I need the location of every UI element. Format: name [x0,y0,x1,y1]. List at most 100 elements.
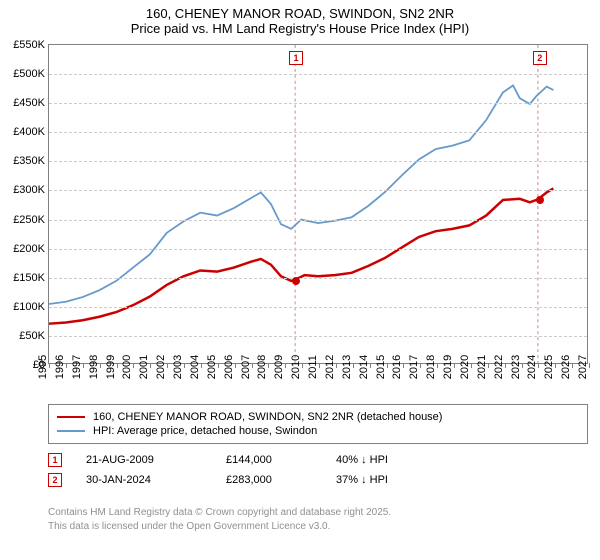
credits-line1: Contains HM Land Registry data © Crown c… [48,506,588,520]
credits: Contains HM Land Registry data © Crown c… [48,506,588,533]
x-axis-label: 2016 [391,355,403,379]
legend-swatch [57,416,85,418]
legend-item: HPI: Average price, detached house, Swin… [57,424,579,438]
y-axis-label: £200K [13,243,45,255]
transaction-table: 1 21-AUG-2009£144,00040% ↓ HPI 2 30-JAN-202… [48,450,588,490]
chart-legend: 160, CHENEY MANOR ROAD, SWINDON, SN2 2NR… [48,404,588,444]
x-axis-tick [572,363,573,368]
legend-label: 160, CHENEY MANOR ROAD, SWINDON, SN2 2NR… [93,411,442,423]
gridline-h [49,278,587,279]
x-axis-label: 1999 [104,355,116,379]
x-axis-label: 2027 [577,355,589,379]
x-axis-label: 2013 [341,355,353,379]
x-axis-tick [505,363,506,368]
x-axis-tick [133,363,134,368]
table-row: 1 21-AUG-2009£144,00040% ↓ HPI [48,450,588,470]
tx-hpi-diff: 40% ↓ HPI [336,454,446,466]
gridline-h [49,336,587,337]
x-axis-label: 2007 [239,355,251,379]
x-axis-tick [167,363,168,368]
x-axis-label: 2012 [324,355,336,379]
gridline-h [49,103,587,104]
y-axis-label: £550K [13,39,45,51]
x-axis-tick [83,363,84,368]
x-axis-tick [538,363,539,368]
x-axis-label: 1998 [87,355,99,379]
x-axis-tick [403,363,404,368]
x-axis-label: 2010 [290,355,302,379]
x-axis-tick [437,363,438,368]
tx-hpi-diff: 37% ↓ HPI [336,474,446,486]
x-axis-label: 2000 [121,355,133,379]
x-axis-tick [268,363,269,368]
x-axis-label: 2006 [222,355,234,379]
x-axis-label: 2018 [425,355,437,379]
tx-marker-box: 1 [289,51,303,65]
x-axis-label: 2015 [374,355,386,379]
y-axis-label: £150K [13,272,45,284]
x-axis-label: 2024 [526,355,538,379]
legend-swatch [57,430,85,432]
series-hpi-line [49,85,553,304]
x-axis-tick [488,363,489,368]
tx-row-marker: 1 [48,453,62,467]
chart-svg [49,45,587,363]
gridline-h [49,132,587,133]
x-axis-tick [218,363,219,368]
x-axis-label: 2001 [138,355,150,379]
x-axis-tick [471,363,472,368]
x-axis-label: 2017 [408,355,420,379]
gridline-h [49,307,587,308]
x-axis-tick [66,363,67,368]
tx-price: £144,000 [226,454,336,466]
x-axis-label: 2008 [256,355,268,379]
x-axis-label: 2014 [357,355,369,379]
tx-date: 21-AUG-2009 [86,454,226,466]
x-axis-label: 2019 [442,355,454,379]
tx-price: £283,000 [226,474,336,486]
x-axis-tick [589,363,590,368]
x-axis-label: 2004 [189,355,201,379]
tx-marker-box: 2 [533,51,547,65]
x-axis-tick [370,363,371,368]
table-row: 2 30-JAN-2024£283,00037% ↓ HPI [48,470,588,490]
series-price-line [49,188,553,323]
gridline-h [49,220,587,221]
x-axis-tick [555,363,556,368]
x-axis-label: 2026 [560,355,572,379]
tx-dot [292,277,300,285]
x-axis-tick [49,363,50,368]
y-axis-label: £400K [13,126,45,138]
chart-title-line2: Price paid vs. HM Land Registry's House … [0,21,600,36]
y-axis-label: £500K [13,68,45,80]
x-axis-tick [353,363,354,368]
x-axis-label: 1996 [54,355,66,379]
legend-label: HPI: Average price, detached house, Swin… [93,425,317,437]
x-axis-label: 1995 [37,355,49,379]
chart-title-block: 160, CHENEY MANOR ROAD, SWINDON, SN2 2NR… [0,0,600,38]
gridline-h [49,161,587,162]
tx-date: 30-JAN-2024 [86,474,226,486]
y-axis-label: £350K [13,155,45,167]
y-axis-label: £50K [19,330,45,342]
gridline-h [49,74,587,75]
y-axis-label: £450K [13,97,45,109]
x-axis-label: 1997 [71,355,83,379]
x-axis-label: 2021 [476,355,488,379]
credits-line2: This data is licensed under the Open Gov… [48,520,588,534]
tx-row-marker: 2 [48,473,62,487]
x-axis-label: 2022 [492,355,504,379]
y-axis-label: £100K [13,301,45,313]
x-axis-tick [454,363,455,368]
x-axis-label: 2023 [509,355,521,379]
gridline-h [49,249,587,250]
y-axis-label: £300K [13,184,45,196]
x-axis-label: 2002 [155,355,167,379]
x-axis-tick [336,363,337,368]
x-axis-label: 2025 [543,355,555,379]
x-axis-tick [420,363,421,368]
x-axis-label: 2003 [172,355,184,379]
x-axis-tick [100,363,101,368]
x-axis-tick [302,363,303,368]
legend-item: 160, CHENEY MANOR ROAD, SWINDON, SN2 2NR… [57,410,579,424]
